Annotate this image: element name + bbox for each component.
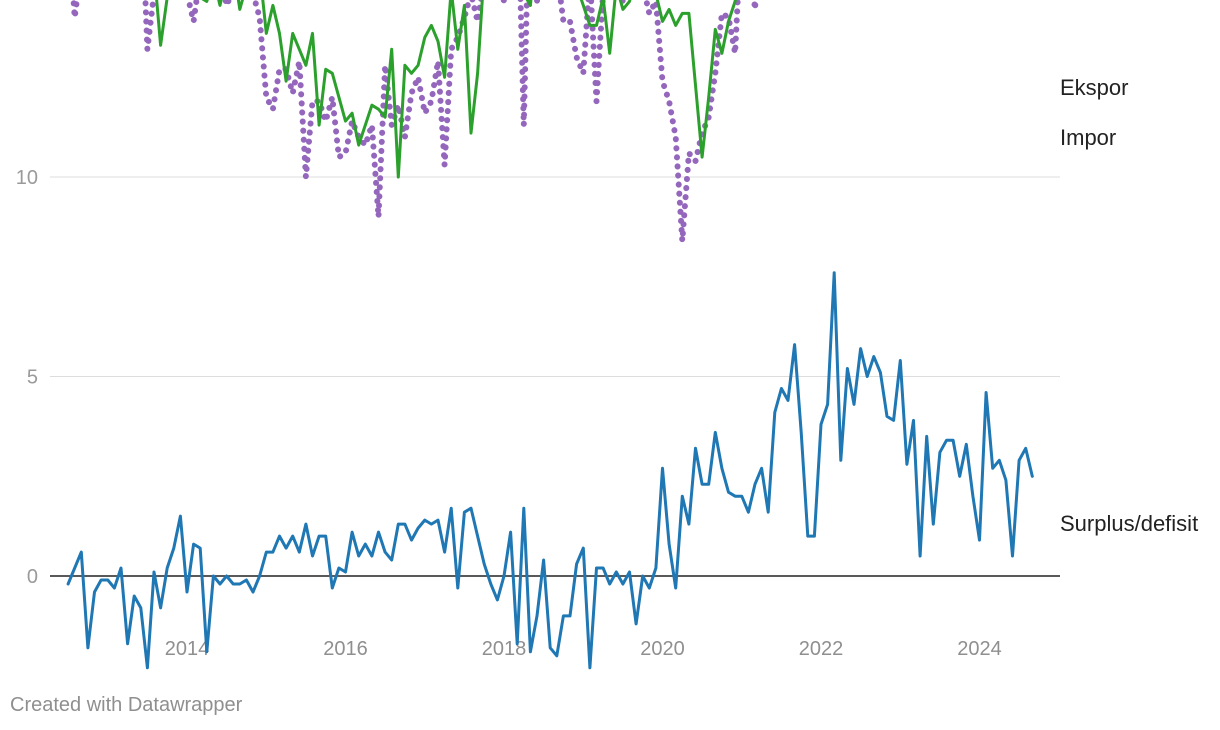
y-tick-label: 0	[27, 566, 38, 588]
series-label-surplus-defisit: Surplus/defisit	[1060, 511, 1198, 536]
x-tick-label: 2024	[957, 638, 1002, 660]
grid-lines	[50, 176, 1060, 577]
series-layer	[66, 0, 1034, 670]
series-label-impor: Impor	[1060, 125, 1116, 150]
y-axis-ticks: 0510152025	[16, 167, 38, 588]
y-tick-label: 10	[16, 167, 38, 189]
x-tick-label: 2022	[799, 638, 844, 660]
y-tick-label: 5	[27, 367, 38, 389]
x-tick-label: 2020	[640, 638, 685, 660]
series-line-impor	[70, 0, 759, 244]
x-axis-ticks: 2014 2016 2018 2020 2022 2024	[165, 638, 1002, 660]
series-label-ekspor: Ekspor	[1060, 75, 1128, 100]
x-tick-label: 2016	[323, 638, 368, 660]
x-tick-label: 2014	[165, 638, 210, 660]
series-line-ekspor	[155, 0, 737, 179]
x-tick-label: 2018	[482, 638, 527, 660]
credit-text: Created with Datawrapper	[10, 694, 243, 716]
series-line-surplus-defisit	[66, 271, 1034, 670]
